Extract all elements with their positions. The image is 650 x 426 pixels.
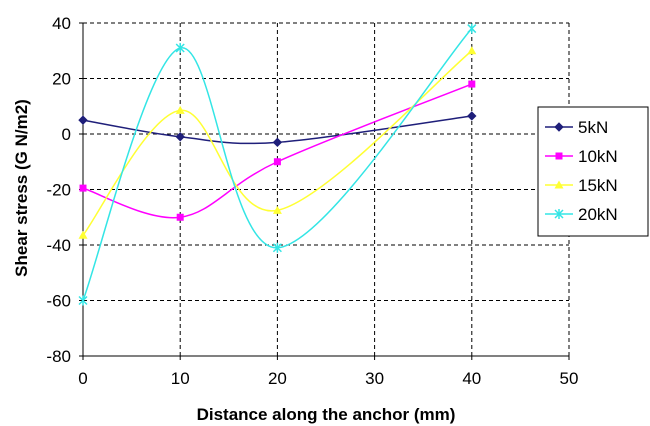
y-tick-label: 20 bbox=[52, 70, 71, 89]
data-point-10kN bbox=[273, 158, 281, 166]
data-point-20kN bbox=[272, 242, 282, 253]
series-markers bbox=[78, 23, 477, 306]
legend-marker-15kN bbox=[554, 180, 564, 189]
series-lines bbox=[82, 28, 473, 301]
y-axis-title: Shear stress (G N/m2) bbox=[12, 99, 31, 277]
y-tick-label: 40 bbox=[52, 14, 71, 33]
legend-marker-10kN bbox=[555, 152, 563, 160]
data-point-5kN bbox=[467, 111, 477, 121]
series-line-20kN bbox=[82, 28, 473, 301]
data-point-5kN bbox=[78, 115, 88, 125]
data-point-5kN bbox=[175, 132, 185, 142]
x-tick-label: 0 bbox=[78, 369, 87, 388]
legend-label-20kN: 20kN bbox=[578, 205, 618, 224]
legend-marker-20kN bbox=[554, 209, 564, 219]
x-tick-label: 20 bbox=[268, 369, 287, 388]
data-point-10kN bbox=[79, 184, 87, 192]
y-tick-label: 0 bbox=[62, 125, 71, 144]
y-tick-label: -60 bbox=[46, 292, 71, 311]
series-line-5kN bbox=[82, 115, 472, 145]
data-point-10kN bbox=[176, 213, 184, 221]
x-axis-title: Distance along the anchor (mm) bbox=[197, 405, 456, 424]
legend-marker-5kN bbox=[554, 122, 564, 132]
data-point-15kN bbox=[467, 46, 477, 55]
legend-label-15kN: 15kN bbox=[578, 176, 618, 195]
grid bbox=[79, 22, 570, 360]
y-tick-label: -80 bbox=[46, 347, 71, 366]
series-line-10kN bbox=[82, 83, 473, 219]
data-point-10kN bbox=[468, 80, 476, 88]
y-tick-labels: -80 -60 -40 -20 0 20 40 bbox=[46, 14, 71, 366]
x-tick-label: 50 bbox=[560, 369, 579, 388]
x-tick-label: 40 bbox=[462, 369, 481, 388]
data-point-20kN bbox=[78, 295, 88, 306]
data-point-20kN bbox=[467, 23, 477, 34]
y-tick-label: -40 bbox=[46, 236, 71, 255]
data-point-5kN bbox=[272, 137, 283, 148]
x-tick-label: 10 bbox=[171, 369, 190, 388]
y-tick-label: -20 bbox=[46, 181, 71, 200]
data-point-15kN bbox=[78, 230, 88, 239]
legend: 5kN 10kN 15kN 20kN bbox=[537, 106, 649, 237]
legend-label-5kN: 5kN bbox=[578, 118, 608, 137]
legend-label-10kN: 10kN bbox=[578, 147, 618, 166]
x-tick-labels: 0 10 20 30 40 50 bbox=[78, 369, 578, 388]
x-tick-label: 30 bbox=[365, 369, 384, 388]
data-point-20kN bbox=[175, 42, 185, 53]
data-point-15kN bbox=[175, 105, 185, 114]
data-point-15kN bbox=[272, 205, 282, 214]
